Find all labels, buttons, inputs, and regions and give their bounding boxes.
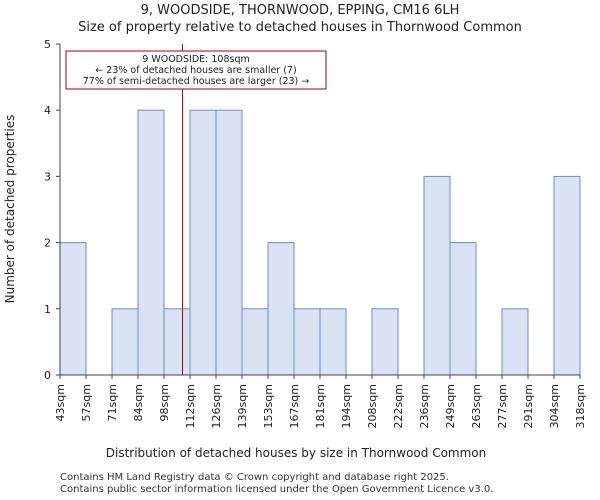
- bar-139sqm: [241, 308, 269, 376]
- chart-subtitle: Size of property relative to detached ho…: [78, 20, 522, 35]
- x-tick-label-318sqm: 318sqm: [574, 384, 587, 428]
- x-axis-ticks: 43sqm 57sqm 71sqm 84sqm 98sqm 112sqm 126sqm 139…: [54, 375, 587, 428]
- bar-208sqm: [371, 308, 399, 376]
- y-tick-label-5: 5: [44, 38, 51, 51]
- x-tick-label-126sqm: 126sqm: [210, 384, 223, 428]
- y-tick-label-4: 4: [44, 104, 51, 117]
- y-tick-label-2: 2: [44, 237, 51, 250]
- bar-167sqm: [293, 308, 321, 376]
- footer-line-2: Contains public sector information licen…: [60, 484, 494, 495]
- x-tick-label-236sqm: 236sqm: [418, 384, 431, 428]
- bar-98sqm: [163, 308, 191, 376]
- y-axis-label: Number of detached properties: [3, 115, 17, 304]
- x-tick-label-249sqm: 249sqm: [444, 384, 457, 428]
- x-tick-label-194sqm: 194sqm: [340, 384, 353, 428]
- bar-153sqm: [267, 242, 295, 376]
- annotation-line-2: ← 23% of detached houses are smaller (7): [95, 65, 296, 76]
- y-axis-ticks: 0 1 2 3 4 5: [44, 38, 60, 382]
- x-tick-label-222sqm: 222sqm: [392, 384, 405, 428]
- x-tick-label-112sqm: 112sqm: [184, 384, 197, 428]
- x-tick-label-71sqm: 71sqm: [106, 384, 119, 421]
- x-tick-label-57sqm: 57sqm: [80, 384, 93, 421]
- bar-84sqm: [137, 109, 165, 376]
- x-axis-label: Distribution of detached houses by size …: [106, 446, 486, 460]
- bar-236sqm: [423, 175, 451, 376]
- y-tick-label-3: 3: [44, 170, 51, 183]
- bar-112sqm: [189, 109, 217, 376]
- chart-title: 9, WOODSIDE, THORNWOOD, EPPING, CM16 6LH: [140, 3, 460, 18]
- x-tick-label-167sqm: 167sqm: [288, 384, 301, 428]
- annotation-line-1: 9 WOODSIDE: 108sqm: [142, 54, 249, 65]
- bar-71sqm: [111, 308, 139, 376]
- x-tick-label-139sqm: 139sqm: [236, 384, 249, 428]
- annotation-line-3: 77% of semi-detached houses are larger (…: [83, 76, 310, 87]
- bar-277sqm: [501, 308, 529, 376]
- x-tick-label-277sqm: 277sqm: [496, 384, 509, 428]
- x-tick-label-181sqm: 181sqm: [314, 384, 327, 428]
- bar-43sqm: [59, 242, 87, 376]
- x-tick-label-43sqm: 43sqm: [54, 384, 67, 421]
- bar-304sqm: [553, 175, 581, 376]
- annotation-box: [65, 50, 327, 90]
- x-tick-label-153sqm: 153sqm: [262, 384, 275, 428]
- x-tick-label-291sqm: 291sqm: [522, 384, 535, 428]
- bar-249sqm: [449, 242, 477, 376]
- y-tick-label-1: 1: [44, 303, 51, 316]
- histogram-chart: 9 WOODSIDE: 108sqm ← 23% of detached hou…: [3, 38, 587, 460]
- x-tick-label-84sqm: 84sqm: [132, 384, 145, 421]
- bar-126sqm: [215, 109, 243, 376]
- x-tick-label-304sqm: 304sqm: [548, 384, 561, 428]
- footer-line-1: Contains HM Land Registry data © Crown c…: [60, 472, 449, 483]
- bar-181sqm: [319, 308, 347, 376]
- bars-group: [59, 109, 581, 376]
- x-tick-label-263sqm: 263sqm: [470, 384, 483, 428]
- x-tick-label-98sqm: 98sqm: [158, 384, 171, 421]
- y-tick-label-0: 0: [44, 369, 51, 382]
- x-tick-label-208sqm: 208sqm: [366, 384, 379, 428]
